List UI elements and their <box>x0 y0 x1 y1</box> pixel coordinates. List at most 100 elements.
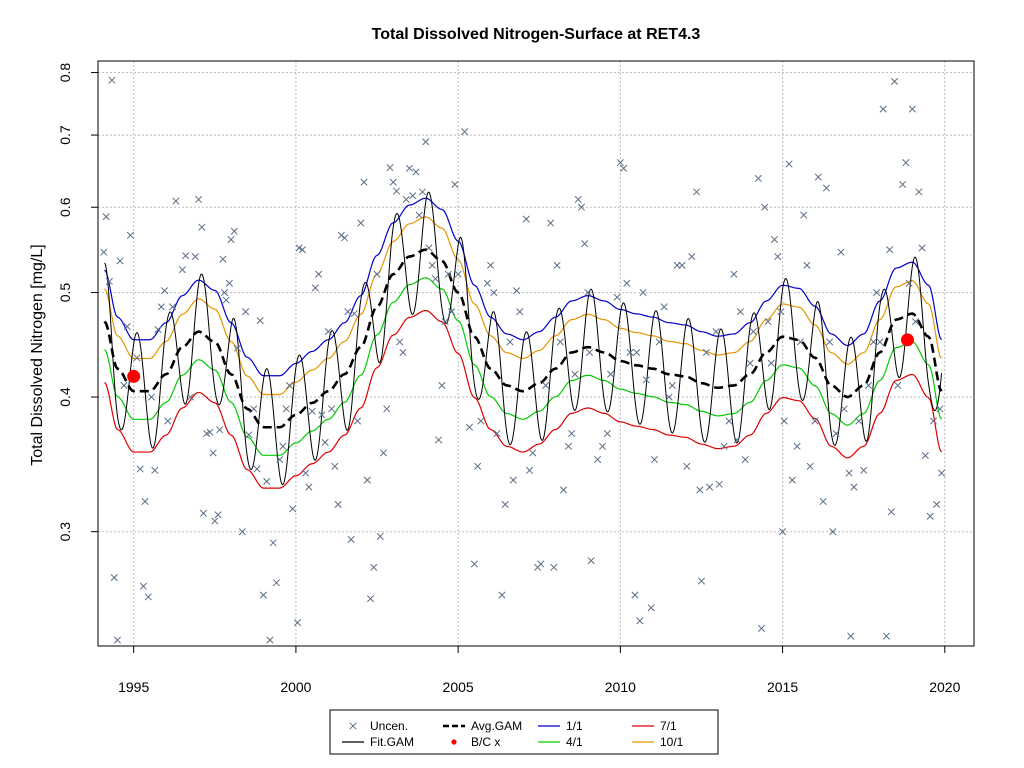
uncensored-point <box>855 417 863 425</box>
uncensored-point <box>525 466 534 474</box>
uncensored-point <box>259 591 268 599</box>
uncensored-point <box>894 381 902 390</box>
uncensored-point <box>780 417 788 425</box>
uncensored-point <box>164 417 172 425</box>
uncensored-point <box>585 348 594 356</box>
uncensored-point <box>302 469 310 477</box>
uncensored-point <box>405 164 414 172</box>
uncensored-point <box>435 436 443 444</box>
uncensored-point <box>490 289 498 297</box>
uncensored-point <box>242 308 250 316</box>
uncensored-point <box>211 517 219 525</box>
uncensored-point <box>169 303 177 311</box>
uncensored-point <box>560 486 568 494</box>
uncensored-point <box>465 423 474 431</box>
uncensored-point <box>216 426 224 434</box>
y-axis-label: Total Dissolved Nitrogen [mg/L] <box>29 244 46 465</box>
uncensored-point <box>123 322 131 331</box>
legend-item: 7/1 <box>632 719 677 733</box>
uncensored-point <box>837 248 845 256</box>
uncensored-point <box>147 393 156 401</box>
uncensored-point <box>151 466 159 474</box>
fit-gam-line <box>104 191 943 486</box>
uncensored-point <box>206 428 214 436</box>
uncensored-point <box>399 348 407 356</box>
uncensored-point <box>227 235 235 244</box>
uncensored-point <box>774 252 782 261</box>
uncensored-point <box>550 563 558 571</box>
uncensored-point <box>905 279 913 287</box>
uncensored-point <box>370 563 378 571</box>
x-tick-label: 2005 <box>443 679 474 695</box>
uncensored-point <box>120 381 128 390</box>
uncensored-point <box>139 582 147 590</box>
y-tick-label: 0.4 <box>57 387 73 407</box>
uncensored-point <box>334 500 342 508</box>
uncensored-point <box>363 476 371 484</box>
series-line-10-1 <box>104 216 943 396</box>
uncensored-point <box>564 442 572 450</box>
uncensored-point <box>293 619 302 627</box>
uncensored-point <box>568 429 576 438</box>
uncensored-point <box>493 429 501 438</box>
uncensored-point <box>448 308 456 316</box>
uncensored-point <box>263 477 271 485</box>
uncensored-point <box>425 244 433 252</box>
legend-label: Fit.GAM <box>370 735 414 749</box>
x-axis: 1995 2000 2005 2010 2015 2020 <box>118 646 961 695</box>
uncensored-point <box>829 528 837 536</box>
uncensored-point <box>116 257 124 265</box>
uncensored-point <box>887 508 895 516</box>
y-tick-label: 0.3 <box>57 522 73 542</box>
uncensored-point <box>269 539 277 547</box>
uncensored-point <box>660 303 668 311</box>
uncensored-points <box>100 76 946 644</box>
uncensored-point <box>160 287 169 295</box>
uncensored-point <box>487 261 495 269</box>
uncensored-point <box>696 486 704 494</box>
uncensored-point <box>483 279 491 287</box>
uncensored-point <box>921 451 929 460</box>
uncensored-point <box>650 455 658 464</box>
uncensored-point <box>814 173 822 181</box>
uncensored-point <box>770 235 779 244</box>
series-layer <box>103 191 943 489</box>
uncensored-point <box>337 231 345 239</box>
uncensored-point <box>186 393 195 401</box>
uncensored-point <box>328 405 336 413</box>
legend-item: 10/1 <box>632 735 684 749</box>
uncensored-point <box>126 231 134 239</box>
bc-points <box>127 333 914 383</box>
uncensored-point <box>720 442 728 450</box>
uncensored-point <box>623 279 631 287</box>
uncensored-point <box>832 429 840 438</box>
uncensored-point <box>172 197 180 205</box>
uncensored-point <box>110 574 118 582</box>
uncensored-point <box>902 159 910 167</box>
uncensored-point <box>587 557 595 565</box>
uncensored-point <box>840 405 848 413</box>
uncensored-point <box>245 431 253 439</box>
uncensored-point <box>826 338 834 346</box>
uncensored-point <box>376 532 384 540</box>
uncensored-point <box>631 591 639 599</box>
uncensored-point <box>444 270 452 278</box>
uncensored-point <box>318 411 326 419</box>
uncensored-point <box>253 465 261 473</box>
uncensored-point <box>757 624 766 632</box>
legend-label: B/C x <box>471 735 500 749</box>
uncensored-point <box>865 381 873 390</box>
legend-item: Avg.GAM <box>443 719 522 733</box>
uncensored-point <box>556 338 564 346</box>
x-tick-label: 2015 <box>767 679 798 695</box>
uncensored-point <box>195 195 203 204</box>
uncensored-point <box>796 338 804 346</box>
uncensored-point <box>136 465 144 473</box>
uncensored-point <box>529 449 537 457</box>
uncensored-point <box>431 275 439 283</box>
uncensored-point <box>386 164 394 172</box>
uncensored-point <box>936 405 944 413</box>
uncensored-point <box>331 462 339 470</box>
uncensored-point <box>553 261 561 269</box>
